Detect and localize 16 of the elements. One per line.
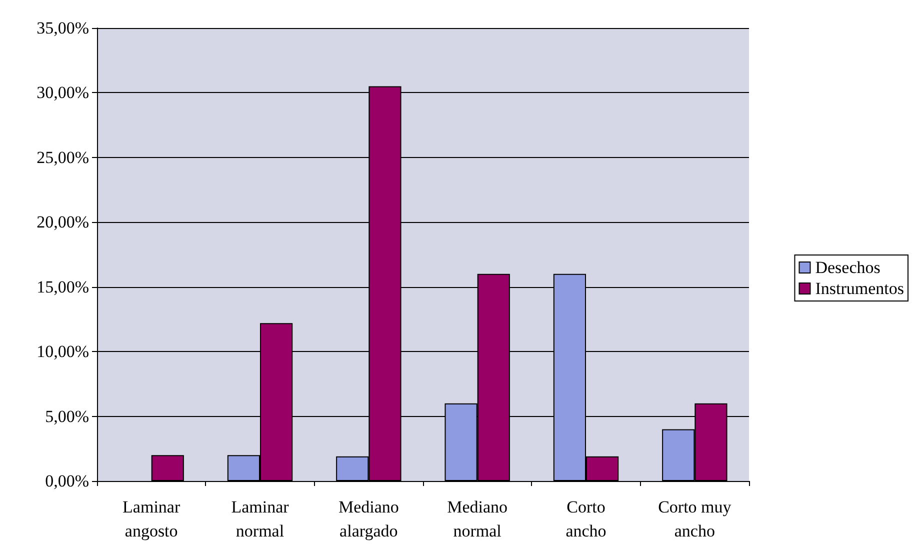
y-tick-label: 30,00% xyxy=(36,83,89,102)
x-tick-label: Corto ancho xyxy=(566,498,606,540)
y-tick-label: 35,00% xyxy=(36,18,89,38)
y-tick-label: 15,00% xyxy=(36,277,89,296)
y-tick-label: 25,00% xyxy=(36,148,89,167)
y-tick-label: 10,00% xyxy=(36,342,89,362)
legend-label: Instrumentos xyxy=(815,279,904,298)
y-tick-label: 0,00% xyxy=(45,472,89,490)
x-tick-label: Laminar angosto xyxy=(122,498,180,540)
y-tick-label: 5,00% xyxy=(45,406,89,426)
legend-label: Desechos xyxy=(815,258,880,277)
x-tick-label: Mediano alargado xyxy=(338,498,399,540)
x-tick-label: Laminar normal xyxy=(231,498,290,540)
x-tick-label: Corto muy ancho xyxy=(658,498,732,540)
x-tick-label: Mediano normal xyxy=(447,498,508,540)
y-tick-label: 20,00% xyxy=(36,212,89,232)
